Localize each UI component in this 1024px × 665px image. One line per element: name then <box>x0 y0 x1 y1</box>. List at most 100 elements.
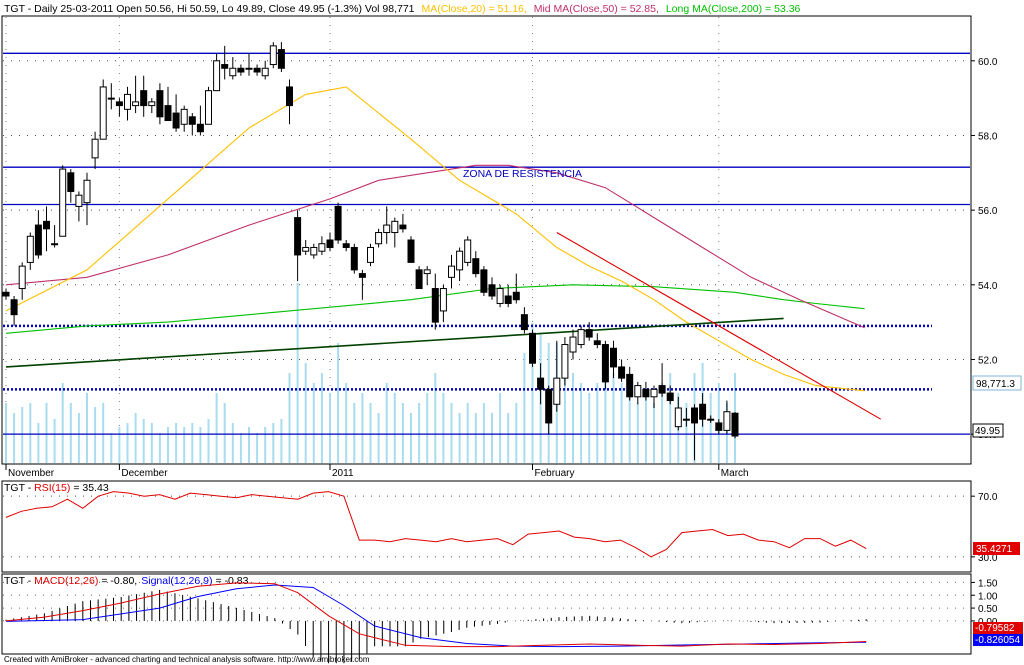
volume-bar <box>175 423 178 463</box>
candle-body <box>164 105 172 122</box>
candle-body <box>43 220 50 230</box>
macd-header-label: MACD(12,26) <box>34 575 98 587</box>
volume-bar <box>353 403 356 463</box>
signal-line <box>5 584 867 648</box>
candle-body <box>399 224 407 230</box>
candle-body <box>2 291 10 297</box>
candle-body <box>286 86 293 107</box>
candle-body <box>18 265 26 290</box>
candle-body <box>537 377 545 390</box>
volume-bar <box>256 433 259 463</box>
candle-body <box>124 93 131 110</box>
candle-body <box>439 288 447 312</box>
price-tick-label: 56.0 <box>978 206 998 217</box>
candle-body <box>658 385 666 394</box>
volume-bar <box>596 383 599 463</box>
candle-body <box>51 243 59 246</box>
volume-bar <box>644 393 647 463</box>
volume-bar <box>77 413 80 463</box>
macd-value-box: -0.79582 <box>973 622 1023 634</box>
candle-body <box>715 422 723 431</box>
volume-bar <box>401 403 404 463</box>
volume-bar <box>150 423 153 463</box>
ma20-label: MA(Close,20) = 51.16, <box>421 3 526 15</box>
volume-bar <box>588 393 591 463</box>
candle-body <box>140 90 148 107</box>
candle-body <box>350 246 358 271</box>
volume-bar <box>118 427 121 463</box>
candle-body <box>529 332 536 364</box>
price-panel <box>1 15 972 465</box>
candle-body <box>626 373 634 398</box>
candle-body <box>83 179 91 204</box>
volume-bar <box>418 403 421 463</box>
candle-body <box>391 220 399 234</box>
volume-bar <box>628 393 631 463</box>
volume-bar <box>280 419 283 463</box>
candle-body <box>610 347 617 368</box>
rsi-header: TGT - RSI(15) = 35.43 <box>4 482 109 494</box>
candle-body <box>148 101 156 107</box>
date-tick-label: February <box>535 468 575 479</box>
price-header: TGT - Daily 25-03-2011 Open 50.56, Hi 50… <box>4 3 801 15</box>
date-axis: November December 2011 February March <box>2 463 971 479</box>
candle-body <box>601 344 609 383</box>
volume-bar <box>296 283 299 463</box>
close-value-box: 49.95 <box>972 423 1004 438</box>
candle-body <box>237 67 245 73</box>
candle-body <box>561 344 569 379</box>
volume-bar <box>515 403 518 463</box>
rsi-tick-label: 70.0 <box>978 492 998 503</box>
signal-value-box: -0.826054 <box>973 634 1023 646</box>
volume-bar <box>37 423 40 463</box>
volume-bar <box>580 383 583 463</box>
candle-body <box>423 269 431 275</box>
candle-body <box>512 291 520 301</box>
candle-body <box>99 86 107 140</box>
candle-body <box>269 45 277 66</box>
candle-body <box>448 265 455 278</box>
rsi-value-box: 35.4271 <box>973 542 1020 555</box>
volume-bar <box>442 393 445 463</box>
candle-body <box>674 407 682 428</box>
candle-body <box>277 49 285 69</box>
date-tick-label: December <box>121 468 168 479</box>
volume-bar <box>158 433 161 463</box>
candle-body <box>415 269 423 290</box>
candle-body <box>553 377 561 405</box>
volume-bar <box>69 403 72 463</box>
macd-header-prefix: TGT - <box>4 575 34 587</box>
volume-bar <box>491 413 493 463</box>
ma20-line <box>5 86 865 392</box>
candle-body <box>431 288 439 323</box>
candle-body <box>699 403 707 420</box>
candle-body <box>407 239 415 263</box>
ma50-line <box>5 164 865 329</box>
candle-body <box>691 407 698 424</box>
candle-body <box>188 116 196 125</box>
volume-bar <box>199 427 202 463</box>
candle-body <box>205 90 212 125</box>
signal-header-value: = -0.83 <box>215 575 248 587</box>
volume-bar <box>507 413 510 463</box>
candle-body <box>67 172 75 192</box>
volume-bar <box>685 403 688 463</box>
volume-bar <box>612 373 615 463</box>
price-tick-label: 54.0 <box>978 281 998 292</box>
candle-body <box>253 67 261 73</box>
volume-bar <box>167 427 169 463</box>
volume-bar <box>563 353 566 463</box>
volume-bar <box>434 373 437 463</box>
candle-body <box>642 388 650 398</box>
volume-bar <box>191 423 194 463</box>
volume-bar <box>329 393 331 463</box>
volume-bar <box>604 363 607 463</box>
volume-bar <box>86 393 88 463</box>
candle-body <box>367 246 374 263</box>
candle-body <box>472 258 480 275</box>
candle-body <box>707 418 715 421</box>
rsi-line <box>5 491 867 558</box>
volume-bar <box>661 383 664 463</box>
ma50-label: Mid MA(Close,50) = 52.85, <box>534 3 659 15</box>
